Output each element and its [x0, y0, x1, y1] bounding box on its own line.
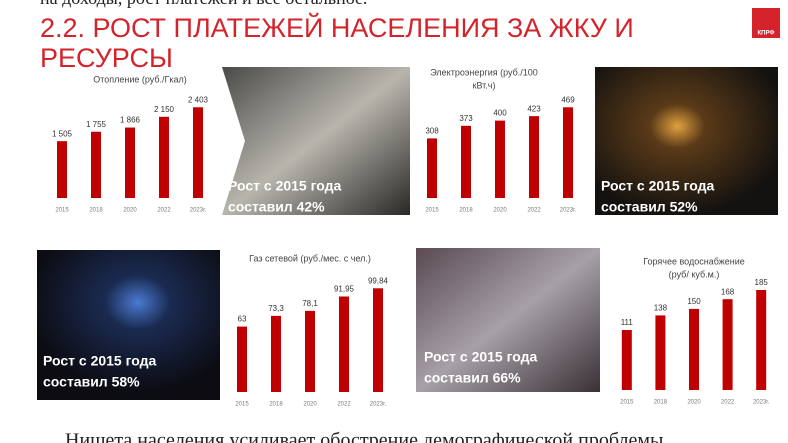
x-tick-label: 2015	[235, 402, 249, 408]
x-tick-label: 2020	[303, 402, 317, 408]
x-tick-label: 2022	[337, 402, 351, 408]
photo	[416, 248, 600, 392]
photo-caption: составил 66%	[424, 370, 521, 386]
chart-title: (руб/ куб.м.)	[669, 269, 720, 279]
x-tick-label: 2018	[654, 400, 668, 406]
bar	[756, 290, 767, 390]
data-label: 2 403	[188, 95, 209, 104]
bottom-text: Нищета населения усиливает обострение де…	[65, 430, 663, 443]
bar	[427, 138, 437, 198]
x-tick-label: 2015	[55, 208, 69, 214]
x-tick-label: 2018	[89, 208, 103, 214]
x-tick-label: 2020	[687, 400, 701, 406]
logo	[752, 8, 780, 38]
bar	[271, 315, 281, 392]
data-label: 400	[493, 109, 507, 118]
bar	[57, 141, 67, 198]
bar	[125, 127, 135, 198]
bar	[495, 120, 505, 198]
chart-title: Горячее водоснабжение	[643, 256, 745, 266]
data-label: 73,3	[268, 304, 284, 313]
photo	[37, 250, 220, 400]
data-label: 78,1	[302, 299, 318, 308]
x-tick-label: 2020	[493, 208, 507, 214]
bar	[563, 107, 573, 198]
x-tick-label: 2018	[269, 402, 283, 408]
data-label: 99,84	[368, 276, 389, 285]
photo-caption: Рост с 2015 года	[424, 349, 537, 365]
data-label: 373	[459, 114, 473, 123]
x-tick-label: 2020	[123, 208, 137, 214]
data-label: 469	[561, 95, 575, 104]
bar	[529, 116, 539, 198]
data-label: 111	[621, 318, 634, 327]
photo-caption: составил 58%	[43, 374, 140, 390]
x-tick-label: 2022	[157, 208, 171, 214]
photo-caption: Рост с 2015 года	[228, 178, 341, 194]
x-tick-label: 2018	[459, 208, 473, 214]
photo-caption: составил 52%	[601, 199, 698, 215]
bar	[722, 299, 733, 390]
x-tick-label: 2023г.	[560, 208, 577, 214]
photo-caption: Рост с 2015 года	[43, 353, 156, 369]
data-label: 138	[654, 304, 668, 313]
bar	[655, 315, 666, 390]
photo	[595, 67, 778, 215]
data-label: 168	[721, 287, 735, 296]
data-label: 91,95	[334, 285, 355, 294]
x-tick-label: 2022	[721, 400, 735, 406]
x-tick-label: 2023г.	[190, 208, 207, 214]
data-label: 308	[425, 127, 439, 136]
slide-title: 2.2. РОСТ ПЛАТЕЖЕЙ НАСЕЛЕНИЯ ЗА ЖКУ И	[40, 12, 634, 43]
bar	[305, 310, 315, 392]
x-tick-label: 2023г.	[370, 402, 387, 408]
photo-caption: составил 42%	[228, 199, 325, 215]
x-tick-label: 2023г.	[753, 400, 770, 406]
top-text: на доходы, рост платежей и все остальное…	[40, 0, 367, 8]
x-tick-label: 2015	[425, 208, 439, 214]
data-label: 2 150	[154, 105, 175, 114]
chart-title: кВт.ч)	[473, 80, 496, 90]
bar	[373, 288, 383, 392]
slide-title: РЕСУРСЫ	[40, 43, 173, 73]
data-label: 423	[527, 104, 541, 113]
bar	[193, 107, 203, 198]
x-tick-label: 2015	[620, 400, 634, 406]
bar	[339, 296, 349, 392]
data-label: 1 505	[52, 129, 73, 138]
data-label: 150	[687, 297, 701, 306]
bar	[237, 326, 247, 392]
data-label: 1 755	[86, 120, 107, 129]
photo-caption: Рост с 2015 года	[601, 178, 714, 194]
x-tick-label: 2022	[527, 208, 541, 214]
chart-title: Электроэнергия (руб./100	[430, 67, 538, 77]
chart-title: Отопление (руб./Гкал)	[93, 74, 187, 84]
bar	[159, 116, 169, 198]
logo-text: КПРФ	[757, 31, 774, 37]
bar	[91, 131, 101, 198]
bar	[621, 330, 632, 390]
bar	[689, 308, 699, 390]
data-label: 1 866	[120, 116, 141, 125]
bar	[461, 125, 471, 198]
data-label: 63	[238, 315, 247, 324]
chart-title: Газ сетевой (руб./мес. с чел.)	[249, 253, 371, 263]
data-label: 185	[755, 278, 769, 287]
photo	[222, 67, 410, 215]
